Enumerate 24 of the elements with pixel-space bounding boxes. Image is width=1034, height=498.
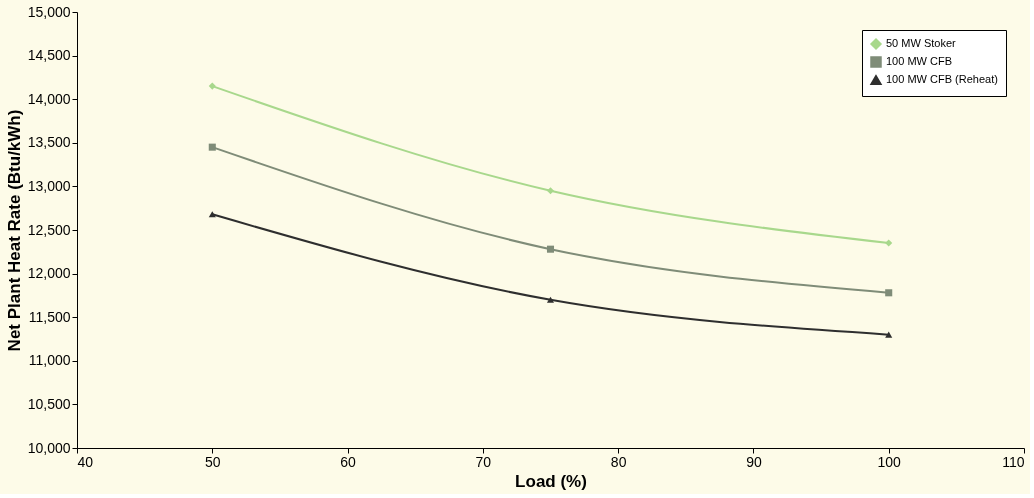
x-tick-label: 90 bbox=[746, 453, 762, 470]
x-axis-title: Load (%) bbox=[515, 471, 587, 491]
y-tick-label: 14,500 bbox=[27, 47, 71, 64]
legend-label: 100 MW CFB (Reheat) bbox=[886, 73, 998, 85]
x-tick-label: 40 bbox=[77, 453, 94, 470]
y-tick-label: 14,000 bbox=[27, 90, 71, 107]
y-tick-label: 11,500 bbox=[28, 308, 71, 325]
y-tick-label: 13,500 bbox=[27, 134, 71, 151]
y-tick-label: 11,000 bbox=[28, 352, 71, 369]
x-tick-label: 70 bbox=[475, 453, 492, 470]
x-tick-label: 110 bbox=[1002, 453, 1025, 470]
x-tick-label: 50 bbox=[205, 453, 221, 470]
legend-label: 100 MW CFB bbox=[886, 55, 953, 67]
y-tick-label: 12,000 bbox=[27, 265, 71, 282]
y-tick-label: 10,500 bbox=[27, 395, 71, 412]
y-tick-label: 12,500 bbox=[27, 221, 71, 238]
x-tick-label: 60 bbox=[340, 453, 357, 470]
x-tick-label: 80 bbox=[610, 453, 627, 470]
y-tick-label: 13,000 bbox=[27, 177, 71, 194]
y-tick-label: 10,000 bbox=[27, 439, 71, 456]
legend-label: 50 MW Stoker bbox=[886, 37, 957, 49]
y-axis-title: Net Plant Heat Rate (Btu/kWh) bbox=[4, 109, 24, 352]
y-tick-label: 15,000 bbox=[27, 3, 71, 20]
x-tick-label: 100 bbox=[877, 453, 902, 470]
